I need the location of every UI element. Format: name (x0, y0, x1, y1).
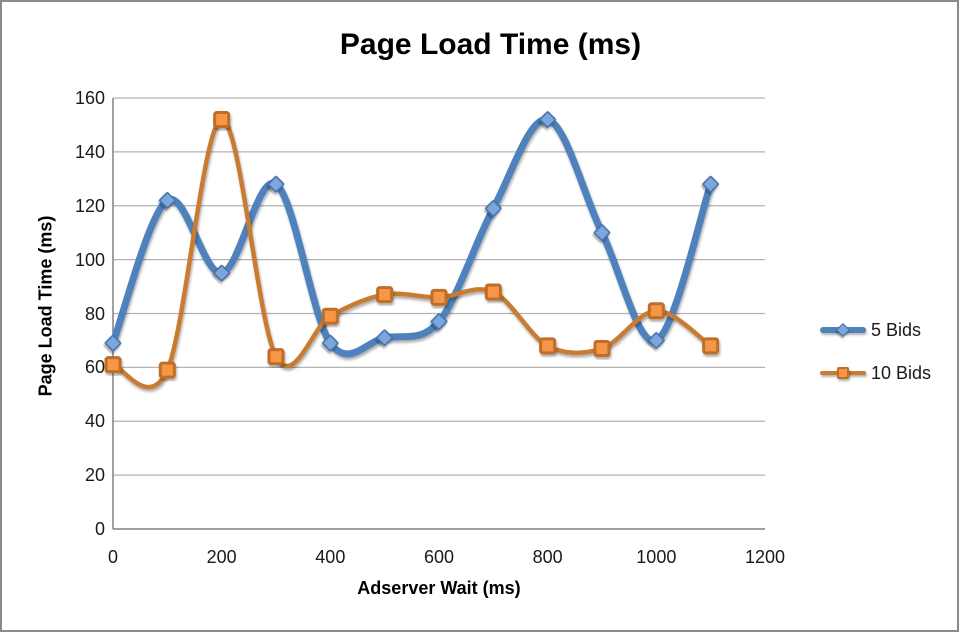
diamond-marker-icon (702, 175, 719, 193)
legend: 5 Bids 10 Bids (820, 318, 931, 404)
diamond-marker-icon (376, 329, 393, 347)
diamond-marker-icon (835, 322, 851, 338)
x-tick-label: 400 (315, 547, 346, 567)
diamond-marker-icon (267, 175, 285, 193)
y-tick-label: 80 (84, 303, 105, 324)
diamond-marker-icon (430, 313, 448, 330)
square-marker-icon (593, 340, 611, 358)
square-marker-icon (647, 302, 665, 320)
x-tick-label: 1000 (636, 547, 677, 567)
y-tick-label: 140 (74, 141, 105, 162)
x-tick-label: 800 (532, 547, 563, 567)
square-marker-icon (213, 111, 231, 129)
square-marker-icon (484, 283, 502, 301)
square-marker-icon (539, 337, 557, 355)
legend-label-5-bids: 5 Bids (871, 319, 922, 340)
x-tick-label: 200 (206, 547, 237, 567)
diamond-marker-icon (485, 200, 502, 217)
y-tick-label: 160 (74, 88, 105, 108)
legend-label-10-bids: 10 Bids (871, 362, 932, 383)
diamond-marker-icon (159, 192, 176, 209)
square-marker-icon (837, 367, 849, 379)
chart-title: Page Load Time (ms) (339, 28, 642, 61)
x-tick-label: 1200 (744, 547, 786, 567)
legend-item-5-bids: 5 Bids (820, 318, 931, 342)
square-marker-icon (376, 286, 394, 304)
square-marker-icon (104, 356, 122, 374)
diamond-marker-icon (648, 332, 665, 349)
diamond-marker-icon (322, 334, 339, 352)
y-tick-label: 0 (94, 519, 105, 539)
legend-swatch-5-bids (820, 322, 866, 338)
legend-swatch-10-bids (820, 365, 866, 381)
square-marker-icon (321, 307, 339, 325)
y-tick-label: 120 (74, 195, 105, 216)
diamond-marker-icon (539, 111, 556, 128)
y-tick-label: 60 (84, 357, 105, 378)
y-tick-label: 100 (74, 249, 105, 270)
square-marker-icon (430, 288, 448, 306)
square-marker-icon (702, 337, 720, 355)
y-tick-label: 40 (84, 411, 105, 432)
diamond-marker-icon (104, 334, 122, 352)
diamond-marker-icon (593, 224, 611, 241)
square-marker-icon (267, 348, 285, 366)
x-axis-title: Adserver Wait (ms) (357, 578, 521, 598)
legend-item-10-bids: 10 Bids (820, 361, 931, 385)
diamond-marker-icon (213, 264, 230, 282)
series-line-5-bids (109, 116, 715, 358)
square-marker-icon (158, 361, 176, 379)
x-tick-label: 600 (423, 547, 455, 567)
y-tick-label: 20 (84, 465, 105, 486)
x-tick-label: 0 (107, 547, 118, 567)
